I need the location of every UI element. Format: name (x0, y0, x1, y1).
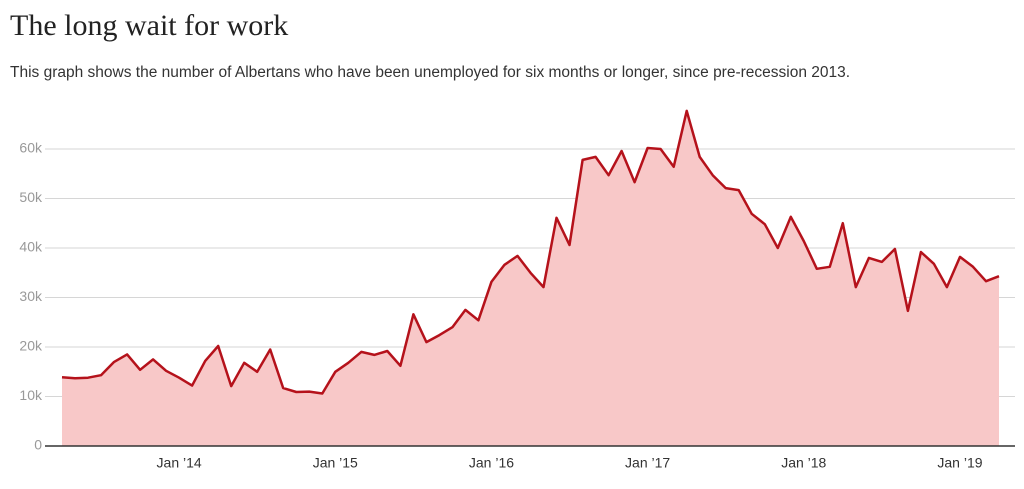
chart-title: The long wait for work (10, 9, 288, 42)
x-tick-label: Jan ’17 (625, 455, 670, 471)
x-tick-label: Jan ’14 (157, 455, 202, 471)
y-tick-label: 10k (19, 387, 43, 403)
y-tick-label: 20k (19, 338, 43, 354)
area (62, 110, 999, 447)
y-tick-label: 0 (34, 437, 42, 453)
x-tick-label: Jan ’19 (937, 455, 982, 471)
x-tick-label: Jan ’16 (469, 455, 514, 471)
y-tick-label: 60k (19, 140, 43, 156)
chart-subtitle: This graph shows the number of Albertans… (10, 64, 850, 81)
y-tick-label: 50k (19, 189, 43, 205)
y-tick-label: 30k (19, 288, 43, 304)
y-tick-label: 40k (19, 239, 43, 255)
line (61, 109, 1000, 395)
x-tick-label: Jan ’18 (781, 455, 826, 471)
x-tick-label: Jan ’15 (313, 455, 358, 471)
